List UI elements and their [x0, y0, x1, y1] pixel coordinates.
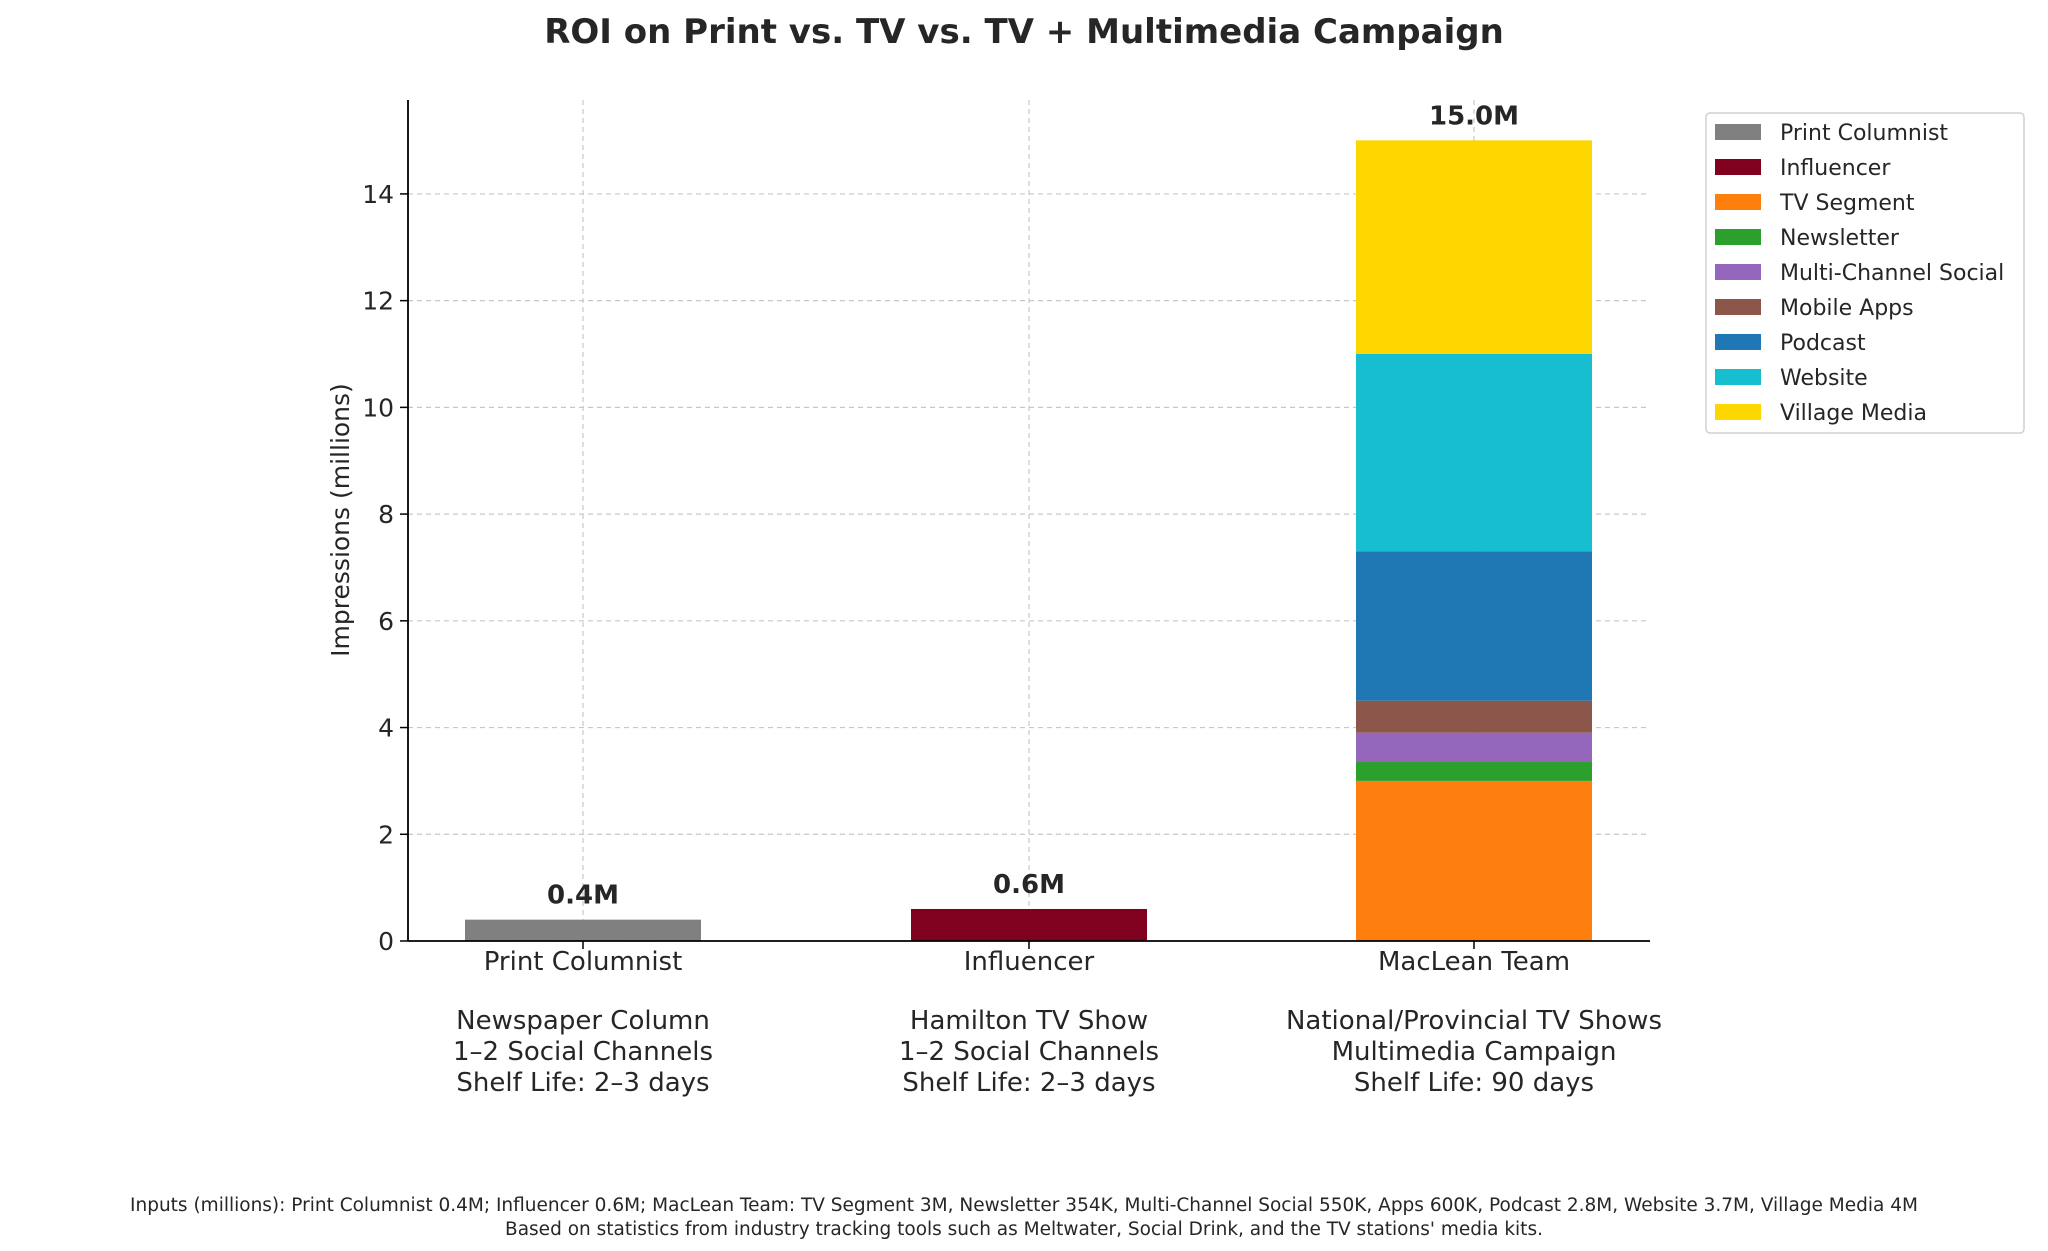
bars [465, 140, 1592, 941]
x-label-detail: National/Provincial TV Shows [1286, 1006, 1662, 1036]
x-tick-label: MacLean Team [1378, 947, 1570, 977]
legend-swatch [1715, 334, 1761, 350]
y-axis-label: Impressions (millions) [326, 383, 355, 657]
x-label-detail: Shelf Life: 2–3 days [902, 1068, 1155, 1098]
bar-segment-print-columnist [465, 919, 701, 941]
legend-label: Influencer [1780, 156, 1891, 181]
legend-swatch [1715, 159, 1761, 175]
legend-label: Website [1780, 366, 1868, 391]
grid [408, 100, 1650, 942]
y-tick-label: 4 [378, 714, 394, 743]
chart-title: ROI on Print vs. TV vs. TV + Multimedia … [544, 12, 1504, 52]
total-label: 0.4M [547, 881, 619, 911]
footnote-sources: Based on statistics from industry tracki… [505, 1219, 1543, 1240]
legend-swatch [1715, 229, 1761, 245]
legend-swatch [1715, 194, 1761, 210]
legend-label: Newsletter [1780, 226, 1900, 251]
y-tick-label: 14 [362, 180, 394, 209]
bar-segment-mobile-apps [1356, 700, 1592, 733]
y-tick-label: 12 [362, 287, 394, 316]
legend-swatch [1715, 369, 1761, 385]
legend-label: Village Media [1780, 401, 1927, 426]
legend-label: Podcast [1780, 331, 1866, 356]
legend: Print Columnist Influencer TV Segment Newsl… [1705, 112, 2025, 434]
x-label-detail: Hamilton TV Show [910, 1006, 1148, 1036]
y-tick-label: 2 [378, 820, 394, 849]
x-tick-label: Influencer [964, 947, 1095, 977]
total-labels: 0.4M 0.6M 15.0M [547, 101, 1519, 910]
y-tick-label: 8 [378, 500, 394, 529]
legend-label: Print Columnist [1780, 121, 1948, 146]
y-tick-label: 10 [362, 393, 394, 422]
legend-swatch [1715, 299, 1761, 315]
bar-segment-website [1356, 353, 1592, 552]
legend-swatch [1715, 404, 1761, 420]
x-label-detail: Shelf Life: 2–3 days [456, 1068, 709, 1098]
legend-box [1705, 112, 2025, 434]
bar-segment-tv-segment [1356, 780, 1592, 941]
x-tick-label: Print Columnist [484, 947, 683, 977]
total-label: 15.0M [1429, 101, 1519, 131]
legend-label: Mobile Apps [1780, 296, 1914, 321]
legend-label: TV Segment [1779, 191, 1915, 216]
bar-segment-village-media [1356, 140, 1592, 354]
total-label: 0.6M [993, 870, 1065, 900]
x-label-detail: Shelf Life: 90 days [1354, 1068, 1594, 1098]
y-tick-label: 6 [378, 607, 394, 636]
bar-segment-podcast [1356, 551, 1592, 701]
y-ticks: 0 2 4 6 8 10 12 14 [362, 180, 1475, 956]
footnote-inputs: Inputs (millions): Print Columnist 0.4M;… [130, 1195, 1918, 1216]
y-tick-label: 0 [378, 927, 394, 956]
bar-segment-newsletter [1356, 762, 1592, 781]
legend-swatch [1715, 264, 1761, 280]
legend-swatch [1715, 124, 1761, 140]
x-label-detail: Multimedia Campaign [1332, 1037, 1617, 1067]
x-label-detail: 1–2 Social Channels [899, 1037, 1159, 1067]
legend-label: Multi-Channel Social [1780, 261, 2004, 286]
bar-segment-influencer [911, 908, 1147, 941]
x-label-detail: 1–2 Social Channels [453, 1037, 713, 1067]
bar-segment-multi-channel-social [1356, 732, 1592, 763]
x-label-detail: Newspaper Column [456, 1006, 710, 1036]
